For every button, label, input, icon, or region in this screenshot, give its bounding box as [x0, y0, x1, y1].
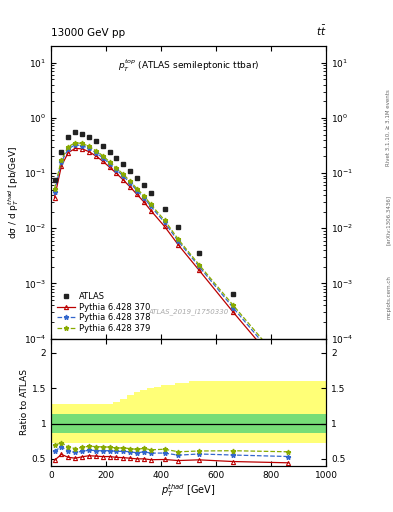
- Pythia 6.428 370: [231, 309, 236, 315]
- ATLAS: [73, 129, 77, 135]
- ATLAS: [286, 355, 291, 361]
- Pythia 6.428 378: [52, 188, 57, 195]
- X-axis label: $p_T^{thad}$ [GeV]: $p_T^{thad}$ [GeV]: [161, 482, 216, 499]
- Text: Rivet 3.1.10, ≥ 3.1M events: Rivet 3.1.10, ≥ 3.1M events: [386, 90, 391, 166]
- Pythia 6.428 379: [114, 165, 119, 171]
- Pythia 6.428 378: [80, 142, 84, 148]
- ATLAS: [162, 206, 167, 212]
- Pythia 6.428 370: [196, 267, 201, 273]
- Pythia 6.428 378: [107, 161, 112, 167]
- Pythia 6.428 370: [128, 184, 132, 190]
- ATLAS: [59, 149, 64, 155]
- ATLAS: [100, 143, 105, 149]
- ATLAS: [135, 175, 140, 181]
- Pythia 6.428 378: [135, 187, 140, 194]
- Pythia 6.428 379: [86, 143, 91, 150]
- Text: mcplots.cern.ch: mcplots.cern.ch: [386, 275, 391, 319]
- Pythia 6.428 370: [80, 146, 84, 152]
- ATLAS: [141, 182, 146, 188]
- Pythia 6.428 378: [162, 219, 167, 225]
- ATLAS: [128, 168, 132, 174]
- Pythia 6.428 370: [141, 199, 146, 205]
- Pythia 6.428 370: [94, 153, 98, 159]
- Pythia 6.428 370: [107, 164, 112, 170]
- Pythia 6.428 378: [121, 173, 126, 179]
- Text: ATLAS_2019_I1750330: ATLAS_2019_I1750330: [149, 309, 229, 315]
- Pythia 6.428 378: [114, 167, 119, 173]
- ATLAS: [231, 291, 236, 297]
- Pythia 6.428 378: [231, 305, 236, 311]
- ATLAS: [176, 224, 181, 230]
- Pythia 6.428 378: [128, 180, 132, 186]
- Text: $t\bar{t}$: $t\bar{t}$: [316, 24, 326, 38]
- Pythia 6.428 379: [73, 140, 77, 146]
- Pythia 6.428 370: [286, 374, 291, 380]
- Y-axis label: dσ / d p$_T^{thad}$ [pb/GeV]: dσ / d p$_T^{thad}$ [pb/GeV]: [6, 146, 21, 239]
- Pythia 6.428 379: [196, 262, 201, 268]
- Pythia 6.428 379: [149, 201, 153, 207]
- Pythia 6.428 370: [114, 170, 119, 177]
- ATLAS: [66, 134, 71, 140]
- Pythia 6.428 378: [176, 238, 181, 244]
- Pythia 6.428 370: [176, 242, 181, 248]
- Pythia 6.428 379: [80, 140, 84, 146]
- ATLAS: [149, 190, 153, 197]
- Pythia 6.428 379: [231, 303, 236, 309]
- Pythia 6.428 379: [100, 153, 105, 159]
- Pythia 6.428 370: [73, 145, 77, 152]
- Y-axis label: Ratio to ATLAS: Ratio to ATLAS: [20, 369, 29, 435]
- Pythia 6.428 378: [196, 263, 201, 269]
- Pythia 6.428 370: [52, 195, 57, 201]
- Pythia 6.428 378: [73, 142, 77, 148]
- Pythia 6.428 379: [66, 144, 71, 150]
- Pythia 6.428 379: [176, 237, 181, 243]
- Pythia 6.428 370: [149, 207, 153, 214]
- Pythia 6.428 379: [121, 171, 126, 177]
- Pythia 6.428 378: [286, 370, 291, 376]
- Pythia 6.428 370: [121, 177, 126, 183]
- ATLAS: [52, 177, 57, 183]
- Pythia 6.428 370: [162, 223, 167, 229]
- Pythia 6.428 378: [94, 150, 98, 156]
- Pythia 6.428 379: [94, 147, 98, 154]
- Pythia 6.428 378: [59, 159, 64, 165]
- Line: Pythia 6.428 379: Pythia 6.428 379: [52, 140, 291, 373]
- ATLAS: [107, 149, 112, 155]
- Line: ATLAS: ATLAS: [52, 130, 291, 360]
- Pythia 6.428 379: [135, 186, 140, 192]
- Pythia 6.428 370: [59, 163, 64, 169]
- Pythia 6.428 370: [100, 158, 105, 164]
- Pythia 6.428 378: [141, 195, 146, 201]
- Text: [arXiv:1306.3436]: [arXiv:1306.3436]: [386, 195, 391, 245]
- Pythia 6.428 370: [86, 148, 91, 155]
- Pythia 6.428 370: [135, 191, 140, 198]
- Pythia 6.428 379: [128, 178, 132, 184]
- Pythia 6.428 370: [66, 150, 71, 156]
- Pythia 6.428 378: [86, 145, 91, 152]
- Pythia 6.428 378: [100, 155, 105, 161]
- Pythia 6.428 379: [59, 157, 64, 163]
- Pythia 6.428 378: [66, 146, 71, 152]
- ATLAS: [196, 250, 201, 256]
- ATLAS: [94, 138, 98, 144]
- ATLAS: [86, 134, 91, 140]
- ATLAS: [121, 161, 126, 167]
- Legend: ATLAS, Pythia 6.428 370, Pythia 6.428 378, Pythia 6.428 379: ATLAS, Pythia 6.428 370, Pythia 6.428 37…: [55, 290, 152, 334]
- Text: 13000 GeV pp: 13000 GeV pp: [51, 28, 125, 38]
- Line: Pythia 6.428 378: Pythia 6.428 378: [52, 142, 291, 375]
- Pythia 6.428 379: [162, 217, 167, 223]
- Pythia 6.428 379: [141, 193, 146, 199]
- Pythia 6.428 379: [286, 367, 291, 373]
- Pythia 6.428 379: [52, 186, 57, 192]
- Pythia 6.428 378: [149, 203, 153, 209]
- Text: $p_T^{top}$ (ATLAS semileptonic ttbar): $p_T^{top}$ (ATLAS semileptonic ttbar): [118, 58, 259, 74]
- Line: Pythia 6.428 370: Pythia 6.428 370: [52, 146, 290, 379]
- ATLAS: [114, 155, 119, 161]
- ATLAS: [80, 131, 84, 137]
- Pythia 6.428 379: [107, 159, 112, 165]
